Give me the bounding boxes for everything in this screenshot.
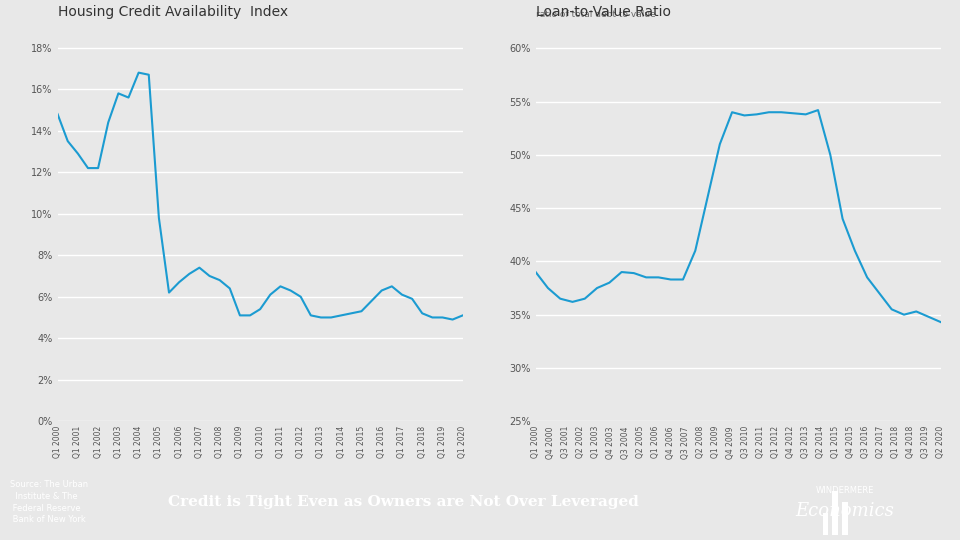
Text: Credit is Tight Even as Owners are Not Over Leveraged: Credit is Tight Even as Owners are Not O… — [168, 495, 638, 509]
Bar — [842, 502, 848, 535]
Text: WINDERMERE: WINDERMERE — [816, 487, 874, 495]
Text: ratio of total debt to value: ratio of total debt to value — [536, 10, 656, 19]
Bar — [832, 491, 838, 535]
Bar — [823, 513, 828, 535]
Text: Economics: Economics — [796, 502, 894, 520]
Text: Loan-to-Value Ratio: Loan-to-Value Ratio — [536, 5, 671, 19]
Text: Source: The Urban
  Institute & The
 Federal Reserve
 Bank of New York: Source: The Urban Institute & The Federa… — [10, 480, 87, 524]
Text: Housing Credit Availability  Index: Housing Credit Availability Index — [58, 5, 288, 19]
